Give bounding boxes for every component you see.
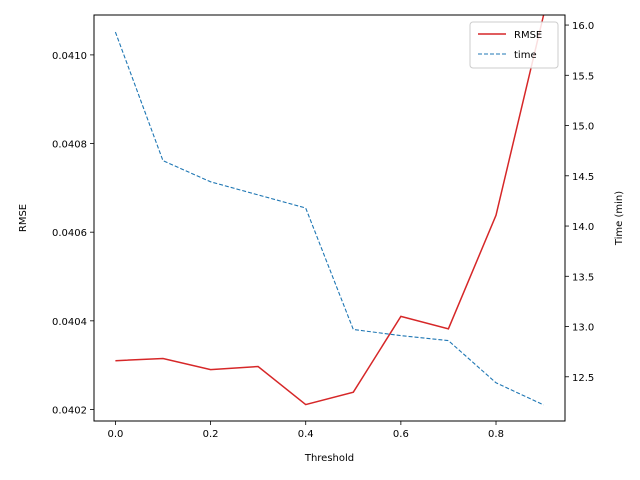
left-tick-label: 0.0410 [52,51,87,62]
x-tick-label: 0.8 [488,429,504,440]
x-axis-label: Threshold [304,453,354,464]
right-tick-label: 15.5 [572,71,594,82]
series-line-rmse [115,14,545,406]
left-tick-label: 0.0408 [52,140,87,151]
left-axis-label: RMSE [18,204,29,232]
right-tick-label: 14.0 [572,222,594,233]
right-tick-label: 13.0 [572,323,594,334]
x-axis: 0.0 0.2 0.4 0.6 0.8 [107,421,504,440]
legend: RMSE time [469,21,559,69]
right-tick-label: 16.0 [572,21,594,32]
x-tick-label: 0.4 [298,429,314,440]
left-tick-label: 0.0404 [52,317,87,328]
plot-frame [93,14,566,422]
legend-label: time [514,50,537,61]
plot-area [114,14,545,406]
left-tick-label: 0.0402 [52,405,87,416]
right-tick-label: 13.5 [572,272,594,283]
right-tick-label: 15.0 [572,122,594,133]
x-tick-label: 0.6 [393,429,409,440]
series-line-time [114,31,544,406]
left-axis: 0.0402 0.0404 0.0406 0.0408 0.0410 [52,51,94,416]
right-axis-label: Time (min) [614,191,625,246]
x-tick-label: 0.0 [107,429,123,440]
right-tick-label: 12.5 [572,373,594,384]
right-axis: 12.5 13.0 13.5 14.0 14.5 15.0 15.5 16.0 [565,21,594,384]
left-tick-label: 0.0406 [52,228,87,239]
right-tick-label: 14.5 [572,172,594,183]
legend-label: RMSE [514,30,542,41]
legend-box [469,21,559,69]
x-tick-label: 0.2 [203,429,219,440]
